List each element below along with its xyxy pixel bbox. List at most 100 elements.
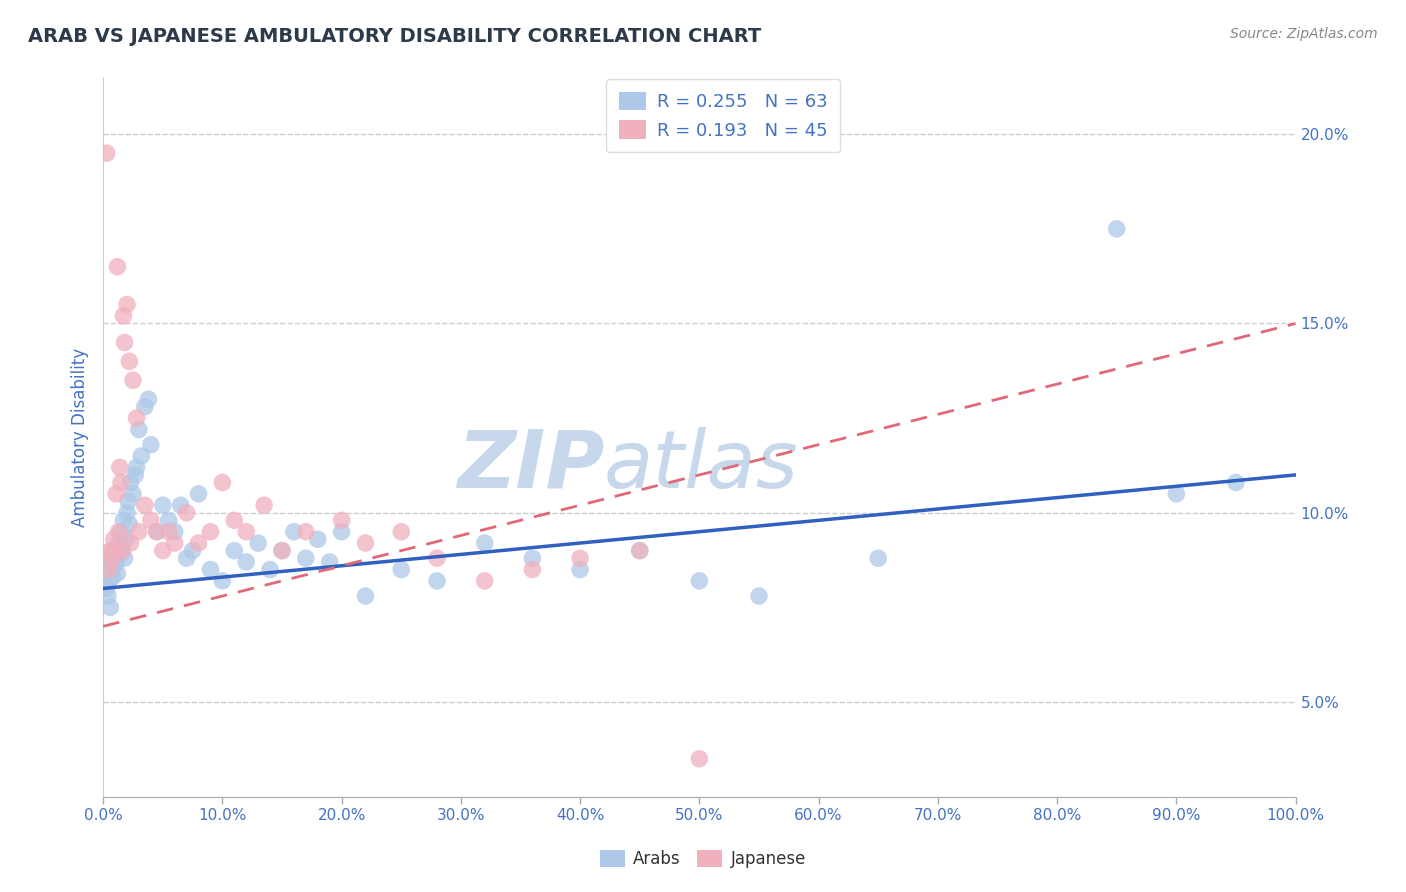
Point [118, 354, 141, 368]
Point [426, 551, 449, 566]
Text: ARAB VS JAPANESE AMBULATORY DISABILITY CORRELATION CHART: ARAB VS JAPANESE AMBULATORY DISABILITY C… [28, 27, 762, 45]
Point [98, 600, 121, 615]
Point [200, 563, 222, 577]
Legend: R = 0.255   N = 63, R = 0.193   N = 45: R = 0.255 N = 63, R = 0.193 N = 45 [606, 79, 841, 153]
Point [330, 524, 353, 539]
Point [96, 582, 118, 596]
Point [628, 543, 651, 558]
Text: ZIP: ZIP [457, 427, 605, 505]
Point [522, 563, 544, 577]
Point [354, 589, 377, 603]
Point [104, 543, 127, 558]
Point [224, 513, 246, 527]
Point [211, 475, 233, 490]
Point [101, 570, 124, 584]
Point [176, 506, 198, 520]
Point [114, 551, 136, 566]
Point [103, 558, 125, 573]
Point [628, 543, 651, 558]
Point [235, 555, 257, 569]
Point [426, 574, 449, 588]
Point [330, 513, 353, 527]
Point [103, 533, 125, 547]
Point [1105, 222, 1128, 236]
Point [117, 494, 139, 508]
Point [114, 533, 136, 547]
Point [157, 513, 180, 527]
Point [139, 437, 162, 451]
Point [688, 574, 710, 588]
Point [108, 460, 131, 475]
Point [134, 400, 156, 414]
Point [139, 513, 162, 527]
Point [868, 551, 890, 566]
Point [98, 543, 121, 558]
Point [200, 524, 222, 539]
Y-axis label: Ambulatory Disability: Ambulatory Disability [72, 348, 89, 526]
Point [107, 536, 129, 550]
Point [1166, 487, 1188, 501]
Point [474, 574, 496, 588]
Point [271, 543, 294, 558]
Point [271, 543, 294, 558]
Point [295, 524, 318, 539]
Point [1225, 475, 1247, 490]
Point [138, 392, 160, 407]
Point [100, 543, 122, 558]
Point [111, 540, 134, 554]
Point [688, 752, 710, 766]
Point [115, 506, 138, 520]
Point [152, 498, 174, 512]
Point [152, 543, 174, 558]
Point [98, 574, 121, 588]
Point [259, 563, 281, 577]
Point [163, 536, 186, 550]
Point [122, 487, 145, 501]
Point [307, 533, 329, 547]
Point [128, 524, 150, 539]
Point [569, 551, 592, 566]
Point [122, 373, 145, 387]
Point [104, 543, 127, 558]
Point [107, 260, 129, 274]
Point [522, 551, 544, 566]
Point [112, 513, 135, 527]
Point [146, 524, 169, 539]
Point [111, 543, 134, 558]
Point [97, 589, 120, 603]
Point [187, 536, 209, 550]
Point [134, 498, 156, 512]
Point [107, 566, 129, 581]
Point [107, 524, 129, 539]
Point [176, 551, 198, 566]
Point [157, 524, 180, 539]
Point [748, 589, 770, 603]
Point [235, 524, 257, 539]
Point [187, 487, 209, 501]
Point [110, 524, 132, 539]
Legend: Arabs, Japanese: Arabs, Japanese [593, 843, 813, 875]
Point [98, 563, 121, 577]
Point [169, 498, 191, 512]
Point [96, 146, 118, 161]
Text: Source: ZipAtlas.com: Source: ZipAtlas.com [1230, 27, 1378, 41]
Point [120, 475, 142, 490]
Point [224, 543, 246, 558]
Point [295, 551, 318, 566]
Point [112, 309, 135, 323]
Point [124, 467, 146, 482]
Point [101, 551, 124, 566]
Point [389, 524, 412, 539]
Point [181, 543, 204, 558]
Point [94, 563, 117, 577]
Point [105, 487, 128, 501]
Text: atlas: atlas [605, 427, 799, 505]
Point [211, 574, 233, 588]
Point [108, 548, 131, 562]
Point [283, 524, 305, 539]
Point [129, 449, 152, 463]
Point [125, 411, 148, 425]
Point [100, 551, 122, 566]
Point [118, 517, 141, 532]
Point [569, 563, 592, 577]
